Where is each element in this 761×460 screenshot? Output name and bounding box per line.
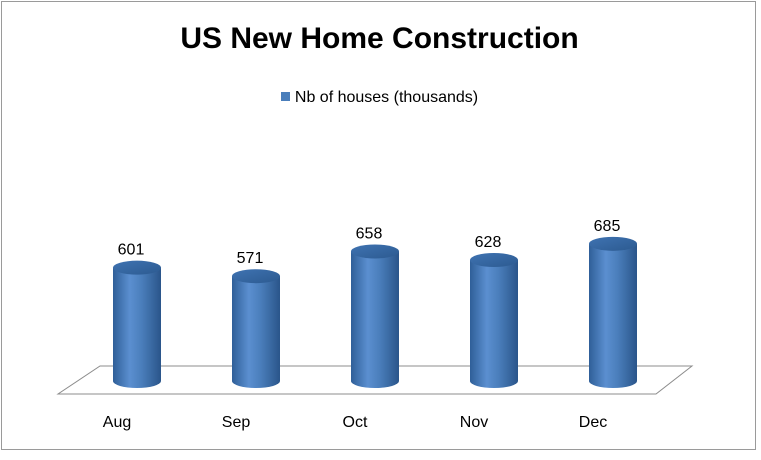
data-label: 571: [237, 250, 264, 267]
legend-label: Nb of houses (thousands): [294, 89, 479, 106]
x-tick-label: Aug: [103, 414, 131, 431]
bar-top-dec: [589, 236, 637, 251]
x-tick-label: Nov: [460, 414, 488, 431]
bar-sep: [232, 276, 280, 388]
bar-top-nov: [470, 253, 518, 268]
bar-oct: [351, 251, 399, 388]
chart-title: US New Home Construction: [180, 22, 579, 55]
data-label: 628: [475, 234, 502, 251]
bar-dec: [589, 243, 637, 388]
legend-swatch: [280, 92, 290, 101]
data-label: 601: [118, 242, 145, 259]
bar-top-aug: [113, 260, 161, 275]
x-tick-label: Oct: [343, 414, 368, 431]
legend: Nb of houses (thousands): [2, 89, 757, 107]
bar-aug: [113, 267, 161, 388]
x-tick-label: Sep: [222, 414, 251, 431]
data-label: 685: [594, 218, 621, 235]
bar-nov: [470, 260, 518, 388]
data-label: 658: [356, 225, 383, 242]
x-tick-label: Dec: [579, 414, 607, 431]
bar-top-oct: [351, 244, 399, 259]
bar-top-sep: [232, 269, 280, 284]
